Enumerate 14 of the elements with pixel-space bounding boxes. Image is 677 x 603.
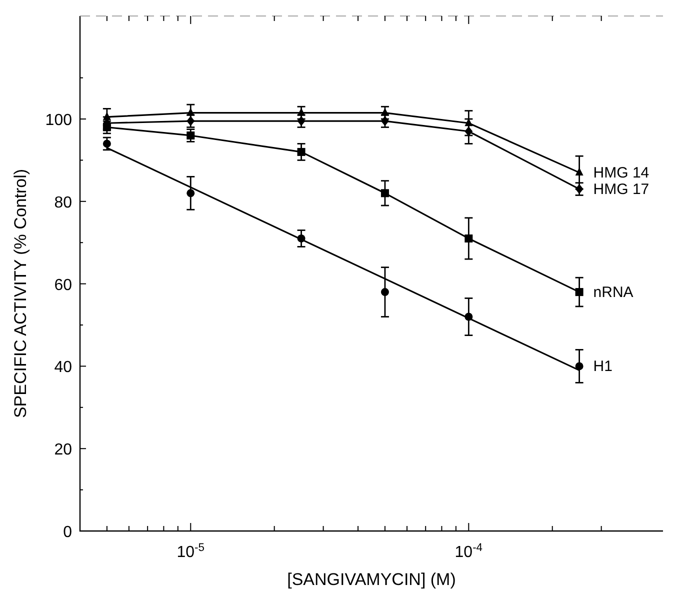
y-tick-label: 80 xyxy=(54,194,72,212)
y-tick-label: 100 xyxy=(45,112,72,129)
y-tick-label: 40 xyxy=(54,359,72,376)
series-label: HMG 14 xyxy=(593,164,650,182)
x-axis-title: [SANGIVAMYCIN] (M) xyxy=(287,570,456,589)
series-label: HMG 17 xyxy=(593,181,650,198)
series-label: nRNA xyxy=(593,284,634,302)
y-tick-label: 20 xyxy=(54,442,72,459)
x-tick-label: 10$^{-5}$ xyxy=(176,542,205,561)
x-tick-label: 10$^{-4}$ xyxy=(454,542,483,561)
y-tick-label: 60 xyxy=(54,276,72,294)
y-tick-label: 0 xyxy=(63,524,72,541)
series-label: H1 xyxy=(593,358,612,376)
y-axis-title: SPECIFIC ACTIVITY (% Control) xyxy=(11,168,30,418)
